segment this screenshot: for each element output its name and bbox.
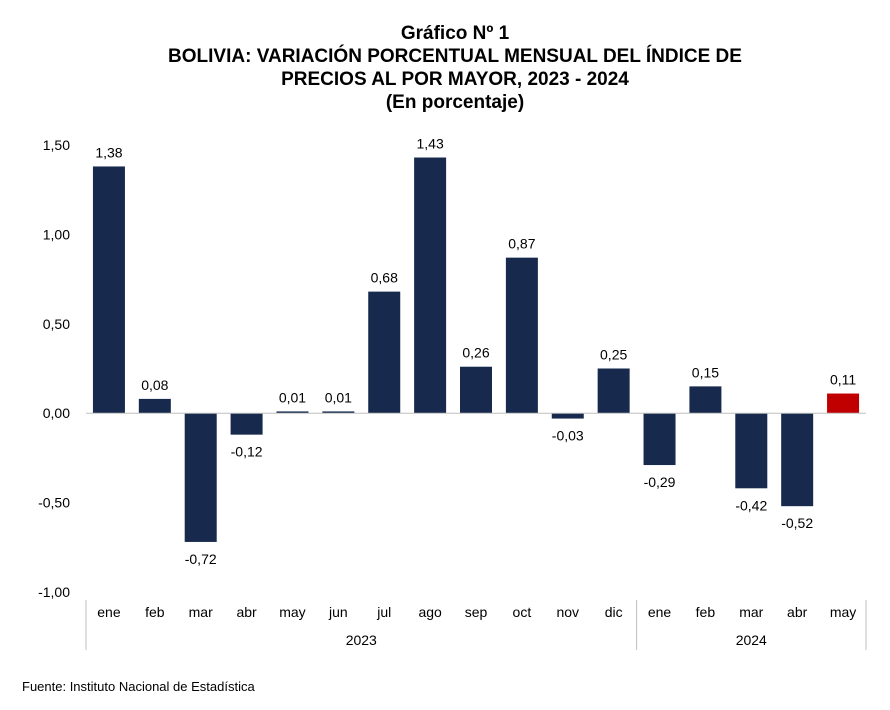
x-tick-label: nov (556, 604, 579, 620)
bar (505, 257, 538, 414)
x-tick-label: mar (739, 604, 763, 620)
x-tick-label: feb (696, 604, 716, 620)
data-label: 0,68 (371, 270, 398, 286)
bar (184, 413, 217, 542)
data-label: 1,43 (416, 136, 443, 152)
source-note: Fuente: Instituto Nacional de Estadístic… (22, 679, 255, 694)
bar (414, 157, 447, 414)
x-tick-label: mar (189, 604, 213, 620)
x-group-label: 2023 (346, 632, 377, 648)
x-tick-label: abr (787, 604, 808, 620)
x-tick-label: feb (145, 604, 165, 620)
y-tick-label: 1,00 (43, 226, 70, 242)
y-tick-label: -1,00 (38, 584, 70, 600)
x-tick-label: dic (605, 604, 623, 620)
chart-title-block: Gráfico Nº 1 BOLIVIA: VARIACIÓN PORCENTU… (0, 22, 890, 114)
data-label: 0,26 (462, 345, 489, 361)
chart-title-line-2: PRECIOS AL POR MAYOR, 2023 - 2024 (281, 69, 629, 90)
data-label: -0,12 (231, 444, 263, 460)
data-label: 0,15 (692, 364, 719, 380)
y-tick-label: 0,50 (43, 316, 70, 332)
bar (735, 413, 768, 489)
bar (643, 413, 676, 466)
x-tick-label: ene (648, 604, 672, 620)
x-tick-label: ene (97, 604, 121, 620)
y-tick-label: 1,50 (43, 137, 70, 153)
chart-number: Gráfico Nº 1 (400, 23, 510, 44)
bar (368, 291, 401, 414)
bar (827, 393, 860, 414)
data-label: -0,29 (644, 474, 676, 490)
bar (138, 398, 171, 414)
bar (276, 411, 309, 414)
x-tick-label: oct (513, 604, 532, 620)
bar (551, 413, 584, 419)
bar (92, 166, 125, 414)
data-label: 0,01 (325, 389, 352, 405)
y-tick-label: -0,50 (38, 495, 70, 511)
bar-chart: 1,50 1,00 0,50 0,00 -0,50 -1,00 1,38 0,08 -0,72 -… (38, 136, 867, 650)
data-label: 1,38 (95, 144, 122, 160)
bar (460, 366, 492, 414)
data-label: -0,42 (735, 497, 767, 513)
data-label: 0,01 (279, 389, 306, 405)
data-label: -0,03 (552, 428, 584, 444)
data-label: 0,11 (830, 372, 856, 388)
x-tick-label: sep (465, 604, 488, 620)
chart-title-line-1: BOLIVIA: VARIACIÓN PORCENTUAL MENSUAL DE… (168, 46, 742, 67)
data-label: -0,52 (781, 515, 813, 531)
bar (597, 368, 630, 414)
bar (230, 413, 263, 435)
x-tick-label: may (279, 604, 305, 620)
data-label: 0,87 (508, 236, 535, 252)
y-tick-label: 0,00 (43, 405, 70, 421)
chart-subtitle: (En porcentaje) (385, 92, 525, 113)
data-label: 0,25 (600, 347, 627, 363)
x-group-label: 2024 (736, 632, 767, 648)
x-tick-label: ago (418, 604, 442, 620)
x-tick-label: may (830, 604, 856, 620)
x-tick-label: abr (236, 604, 257, 620)
data-label: 0,08 (141, 377, 168, 393)
data-label: -0,72 (185, 551, 217, 567)
x-tick-label: jul (376, 604, 391, 620)
bar (781, 413, 814, 507)
bar (689, 386, 722, 414)
bar (322, 411, 355, 414)
x-tick-label: jun (328, 604, 348, 620)
